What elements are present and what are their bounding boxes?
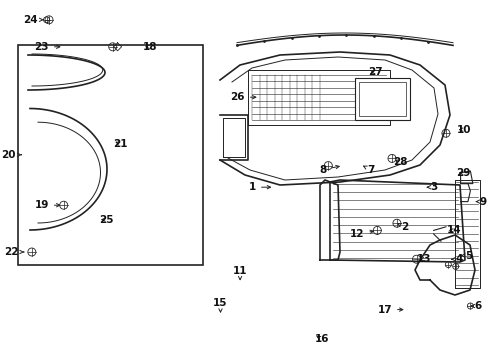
Text: 16: 16 xyxy=(315,334,329,344)
Text: 2: 2 xyxy=(398,222,409,232)
Text: 4: 4 xyxy=(452,254,463,264)
Text: 24: 24 xyxy=(23,15,44,25)
Text: 8: 8 xyxy=(319,165,339,175)
Text: 29: 29 xyxy=(457,168,471,178)
Text: 25: 25 xyxy=(99,215,113,225)
Text: 11: 11 xyxy=(233,266,247,280)
Text: 21: 21 xyxy=(114,139,128,149)
Text: 15: 15 xyxy=(213,298,228,312)
Text: 18: 18 xyxy=(143,42,157,52)
Bar xyxy=(359,82,406,116)
Text: 12: 12 xyxy=(350,229,373,239)
Text: 5: 5 xyxy=(462,251,472,261)
Text: 19: 19 xyxy=(34,200,60,210)
Text: 14: 14 xyxy=(446,225,461,235)
Text: 7: 7 xyxy=(364,165,374,175)
Text: 6: 6 xyxy=(471,301,482,311)
Text: 23: 23 xyxy=(34,42,60,52)
Bar xyxy=(355,78,410,120)
Text: 20: 20 xyxy=(1,150,22,160)
Text: 26: 26 xyxy=(230,92,256,102)
Text: 1: 1 xyxy=(249,182,270,192)
Text: 3: 3 xyxy=(427,182,438,192)
Text: 13: 13 xyxy=(417,254,432,264)
Text: 22: 22 xyxy=(4,247,24,257)
Text: 28: 28 xyxy=(393,157,407,167)
Text: 9: 9 xyxy=(476,197,487,207)
Text: 17: 17 xyxy=(377,305,403,315)
Text: 10: 10 xyxy=(457,125,471,135)
Bar xyxy=(18,45,203,265)
Text: 27: 27 xyxy=(368,67,383,77)
